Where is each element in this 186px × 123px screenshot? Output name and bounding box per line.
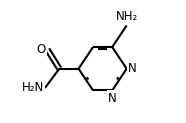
Text: N: N bbox=[128, 62, 137, 75]
Text: NH₂: NH₂ bbox=[116, 10, 138, 23]
Text: N: N bbox=[108, 92, 117, 105]
Text: O: O bbox=[37, 43, 46, 56]
Text: H₂N: H₂N bbox=[21, 81, 44, 94]
